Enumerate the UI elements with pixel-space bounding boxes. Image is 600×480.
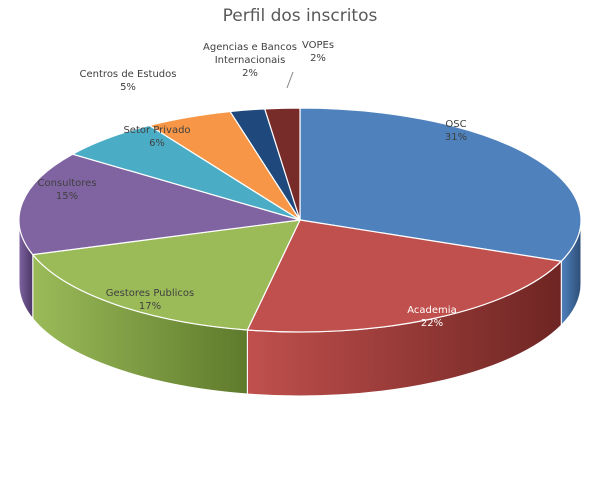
data-label-gestores-publicos: Gestores Publicos 17% (106, 288, 195, 312)
data-label-consultores: Consultores 15% (37, 178, 96, 202)
data-label-agencias-e-bancos-internacionais: Agencias e Bancos Internacionais 2% (203, 42, 297, 79)
data-label-vopes: VOPEs 2% (302, 40, 334, 64)
pie-slice-consultores (18, 153, 301, 256)
data-label-centros-de-estudos: Centros de Estudos 5% (80, 69, 177, 93)
pie-slice-gestores-publicos (31, 219, 302, 331)
pie-slice-osc (299, 107, 582, 262)
data-label-osc: OSC 31% (445, 119, 467, 143)
vopes-leader-line (286, 71, 294, 89)
data-label-academia: Academia 22% (407, 305, 456, 329)
data-label-setor-privado: Setor Privado 6% (123, 125, 190, 149)
pie-slice-academia (246, 219, 563, 333)
chart-title: Perfil dos inscritos (222, 6, 378, 26)
pie-slice-vopes (263, 107, 301, 221)
